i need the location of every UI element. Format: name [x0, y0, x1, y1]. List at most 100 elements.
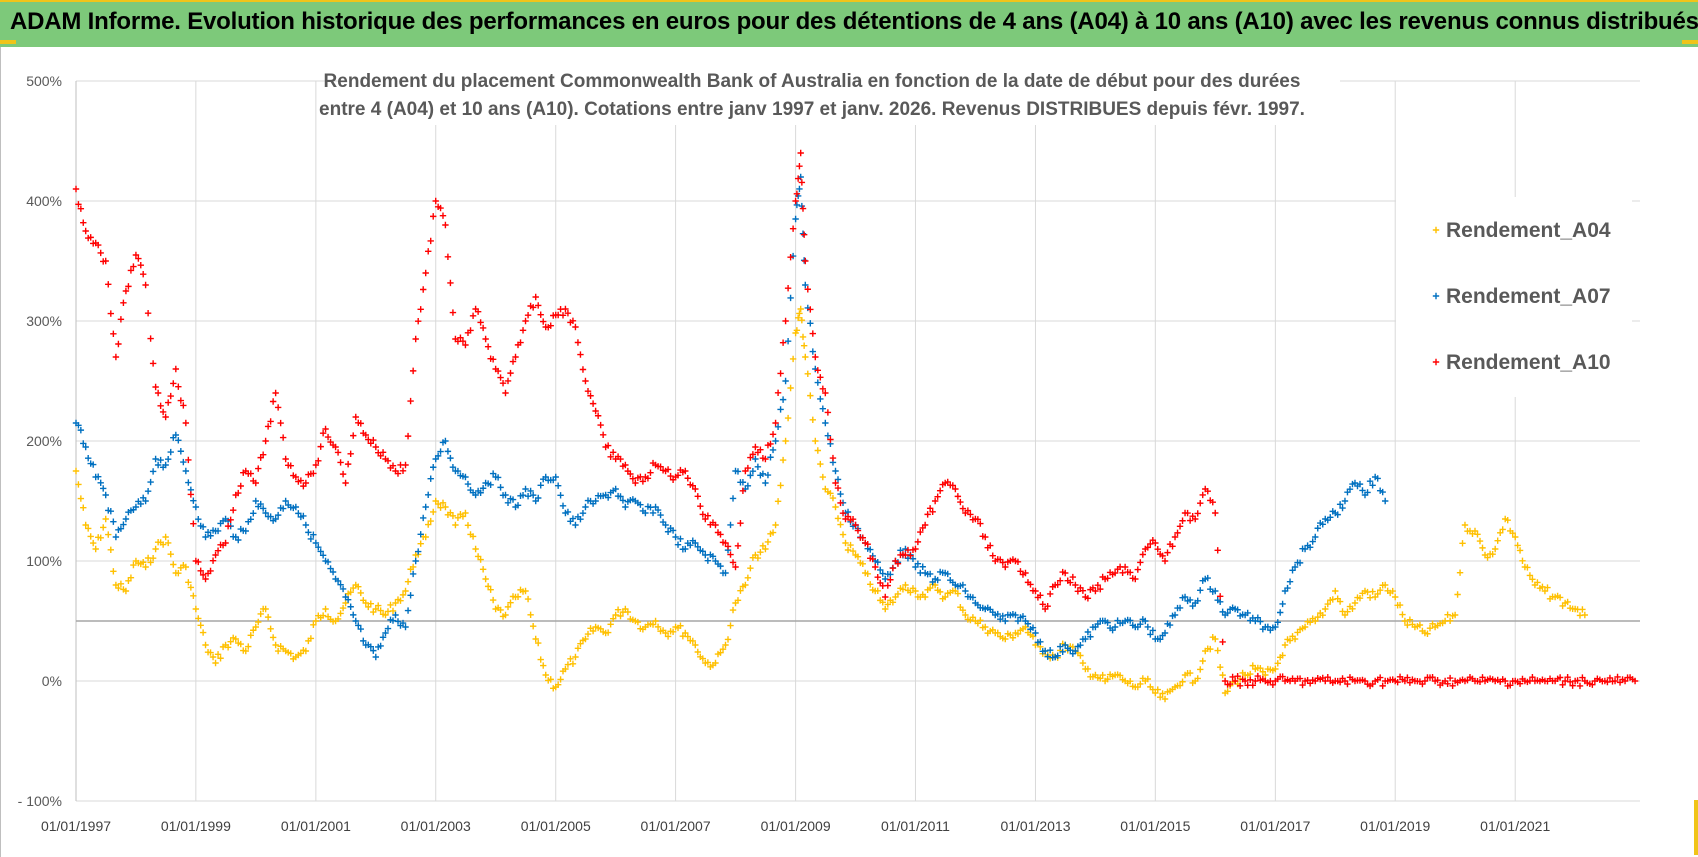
data-point — [1044, 653, 1051, 660]
data-point — [699, 511, 707, 518]
data-point — [367, 440, 374, 447]
data-point — [502, 611, 509, 619]
data-point — [777, 406, 784, 413]
data-point — [692, 485, 699, 493]
data-point — [817, 374, 824, 381]
data-point — [622, 461, 629, 469]
data-point — [142, 281, 149, 289]
data-point — [784, 285, 792, 292]
data-point — [719, 645, 727, 653]
data-point — [882, 575, 889, 583]
data-point — [379, 449, 387, 456]
data-point — [175, 437, 182, 444]
data-point — [1127, 617, 1134, 624]
data-point — [1566, 678, 1574, 686]
data-point — [1322, 605, 1329, 613]
data-point — [332, 443, 339, 451]
data-point — [149, 468, 157, 475]
data-point — [642, 509, 649, 517]
data-point — [674, 472, 682, 479]
data-point — [434, 452, 442, 460]
data-point — [434, 500, 442, 508]
data-point — [449, 309, 457, 316]
data-point — [1019, 613, 1027, 620]
data-point — [1564, 598, 1571, 606]
data-point — [812, 353, 819, 361]
data-point — [584, 630, 592, 638]
data-point — [425, 521, 432, 528]
data-point — [1446, 617, 1454, 625]
data-point — [1291, 635, 1299, 643]
data-point — [334, 615, 342, 623]
data-point — [734, 542, 742, 549]
data-point — [1301, 545, 1309, 553]
data-point — [944, 570, 951, 578]
data-point — [489, 356, 497, 363]
data-point — [954, 493, 962, 500]
data-point — [139, 494, 147, 501]
data-point — [967, 511, 974, 518]
data-point — [259, 505, 267, 512]
data-point — [1291, 563, 1299, 571]
data-point — [430, 464, 437, 471]
data-point — [1389, 587, 1396, 595]
data-point — [819, 385, 827, 392]
data-point — [647, 469, 654, 476]
data-point — [1179, 517, 1186, 524]
data-point — [874, 559, 881, 566]
data-point — [809, 348, 817, 355]
data-point — [852, 521, 859, 529]
data-point — [1279, 652, 1286, 659]
data-point — [1516, 547, 1524, 554]
data-point — [235, 536, 242, 544]
y-tick-label: 0% — [42, 673, 62, 689]
data-point — [1159, 690, 1166, 697]
data-point — [404, 578, 412, 585]
data-point — [597, 421, 604, 429]
data-point — [175, 383, 182, 390]
data-point — [1139, 551, 1147, 558]
data-point — [322, 605, 329, 613]
data-point — [312, 617, 320, 625]
data-point — [1169, 543, 1176, 550]
data-point — [1274, 619, 1281, 626]
data-point — [377, 452, 384, 459]
data-point — [1056, 577, 1064, 584]
data-point — [767, 454, 774, 461]
data-point — [404, 432, 412, 440]
data-point — [1149, 627, 1157, 634]
data-point — [152, 383, 159, 391]
y-tick-label: 200% — [26, 433, 62, 449]
data-point — [782, 437, 789, 445]
data-point — [207, 532, 214, 539]
x-tick-label: 01/01/2003 — [401, 818, 471, 834]
data-point — [377, 607, 384, 614]
data-point — [1009, 634, 1017, 641]
data-point — [1039, 601, 1046, 608]
data-point — [1514, 542, 1521, 549]
data-point — [1319, 611, 1326, 619]
data-point — [185, 579, 192, 586]
data-point — [125, 283, 132, 290]
data-point — [1499, 526, 1506, 533]
data-point — [752, 455, 759, 463]
data-point — [1491, 545, 1499, 553]
data-point — [1561, 677, 1569, 685]
data-point — [744, 574, 752, 581]
data-point — [279, 505, 287, 512]
data-point — [784, 414, 792, 422]
data-point — [197, 622, 204, 629]
data-point — [524, 492, 532, 500]
data-point — [789, 355, 797, 363]
data-point — [1429, 620, 1436, 627]
data-point — [727, 551, 734, 558]
x-tick-label: 01/01/2001 — [281, 818, 351, 834]
data-point — [682, 545, 689, 553]
data-point — [1281, 641, 1289, 649]
data-point — [144, 487, 152, 495]
x-tick-label: 01/01/2011 — [881, 818, 950, 834]
data-point — [1024, 620, 1032, 627]
data-point — [1084, 595, 1092, 602]
data-point — [1207, 645, 1214, 653]
data-point — [1541, 587, 1549, 595]
